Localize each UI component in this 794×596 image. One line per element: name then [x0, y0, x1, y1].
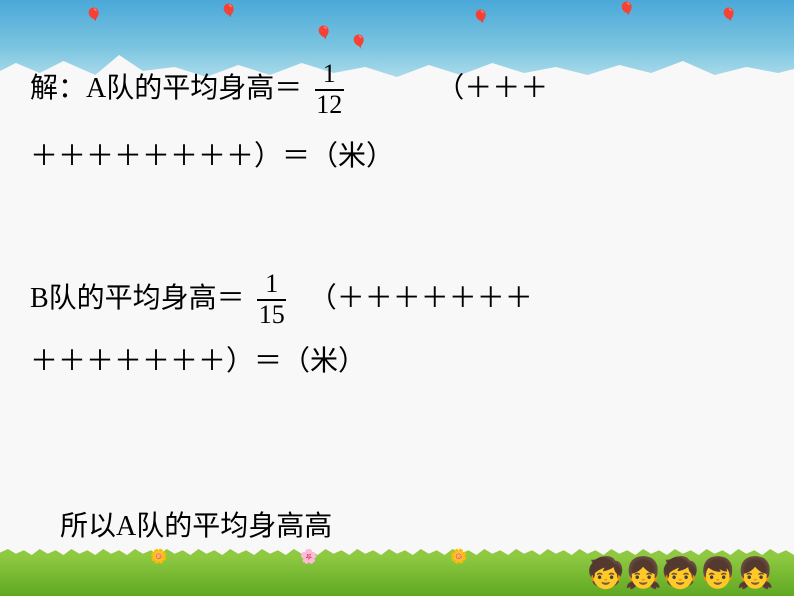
flower-icon: 🌸: [300, 549, 317, 566]
line3-suffix: （＋＋＋＋＋＋＋: [309, 277, 533, 322]
balloon-icon: 🎈: [472, 10, 489, 27]
balloon-icon: 🎈: [720, 8, 737, 25]
line1-prefix: 解：A队的平均身高＝: [30, 67, 302, 112]
frac2-denominator: 15: [251, 301, 293, 330]
balloon-icon: 🎈: [350, 35, 367, 52]
frac1-denominator: 12: [308, 91, 350, 120]
equation-a: 解：A队的平均身高＝ 1 12 （＋＋＋: [30, 60, 548, 119]
line3-prefix: B队的平均身高＝: [30, 277, 245, 322]
kids-illustration: 🧒👧🧒👦👧: [587, 556, 774, 591]
line1-suffix: （＋＋＋: [436, 67, 548, 112]
balloon-icon: 🎈: [85, 8, 102, 25]
math-content: 解：A队的平均身高＝ 1 12 （＋＋＋ ＋＋＋＋＋＋＋＋）＝（米） B队的平均…: [0, 60, 794, 556]
balloon-icon: 🎈: [220, 4, 237, 21]
balloon-icon: 🎈: [315, 26, 332, 43]
frac2-numerator: 1: [257, 270, 286, 301]
frac1-numerator: 1: [315, 60, 344, 91]
fraction-1-over-15: 1 15: [251, 270, 293, 329]
equation-b: B队的平均身高＝ 1 15 （＋＋＋＋＋＋＋: [30, 270, 533, 329]
balloon-icon: 🎈: [618, 2, 635, 19]
equation-b-cont: ＋＋＋＋＋＋＋）＝（米）: [30, 340, 366, 385]
flower-icon: 🌼: [150, 549, 167, 566]
fraction-1-over-12: 1 12: [308, 60, 350, 119]
flower-icon: 🌼: [450, 549, 467, 566]
equation-a-cont: ＋＋＋＋＋＋＋＋）＝（米）: [30, 135, 394, 180]
conclusion-text: 所以A队的平均身高高: [60, 505, 332, 550]
